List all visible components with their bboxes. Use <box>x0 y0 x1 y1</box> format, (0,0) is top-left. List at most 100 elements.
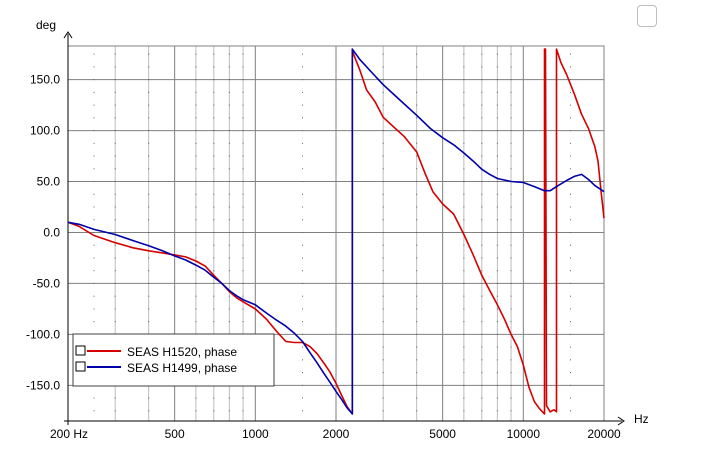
grid-dot <box>242 155 244 157</box>
grid-dot <box>148 155 150 157</box>
grid-dot <box>228 397 230 399</box>
grid-dot <box>148 270 150 272</box>
grid-dot <box>302 79 304 81</box>
grid-dot <box>114 181 116 183</box>
grid-dot <box>195 91 197 93</box>
grid-dot <box>114 142 116 144</box>
grid-dot <box>570 219 572 221</box>
grid-dot <box>195 244 197 246</box>
grid-dot <box>302 244 304 246</box>
grid-dot <box>416 168 418 170</box>
grid-dot <box>463 372 465 374</box>
grid-dot <box>302 193 304 195</box>
grid-dot <box>93 155 95 157</box>
grid-dot <box>114 244 116 246</box>
grid-dot <box>496 91 498 93</box>
grid-dot <box>114 117 116 119</box>
grid-dot <box>510 372 512 374</box>
grid-dot <box>496 142 498 144</box>
y-axis-label: deg <box>36 18 56 32</box>
grid-dot <box>114 130 116 132</box>
grid-dot <box>382 91 384 93</box>
grid-dot <box>481 206 483 208</box>
grid-dot <box>302 346 304 348</box>
grid-dot <box>382 130 384 132</box>
grid-dot <box>570 117 572 119</box>
grid-dot <box>496 372 498 374</box>
grid-dot <box>570 333 572 335</box>
grid-dot <box>496 79 498 81</box>
grid-dot <box>213 91 215 93</box>
grid-dot <box>463 206 465 208</box>
grid-dot <box>481 53 483 55</box>
grid-dot <box>496 346 498 348</box>
grid-dot <box>195 231 197 233</box>
grid-dot <box>242 181 244 183</box>
grid-dot <box>93 206 95 208</box>
grid-dot <box>213 168 215 170</box>
grid-dot <box>114 79 116 81</box>
grid-dot <box>302 155 304 157</box>
grid-dot <box>416 91 418 93</box>
legend-checkbox-2[interactable] <box>75 361 86 372</box>
grid-dot <box>148 282 150 284</box>
grid-dot <box>382 270 384 272</box>
grid-dot <box>242 270 244 272</box>
grid-dot <box>302 308 304 310</box>
grid-dot <box>416 282 418 284</box>
grid-dot <box>382 219 384 221</box>
grid-dot <box>496 193 498 195</box>
grid-dot <box>148 168 150 170</box>
x-tick-label: 500 <box>165 427 185 441</box>
grid-dot <box>382 397 384 399</box>
grid-dot <box>416 130 418 132</box>
grid-dot <box>481 79 483 81</box>
grid-dot <box>228 117 230 119</box>
grid-dot <box>463 346 465 348</box>
grid-dot <box>242 130 244 132</box>
grid-dot <box>382 104 384 106</box>
grid-dot <box>93 66 95 68</box>
grid-dot <box>93 181 95 183</box>
grid-dot <box>148 231 150 233</box>
grid-dot <box>463 130 465 132</box>
grid-dot <box>496 155 498 157</box>
grid-dot <box>213 79 215 81</box>
grid-dot <box>195 66 197 68</box>
grid-dot <box>510 231 512 233</box>
grid-dot <box>195 219 197 221</box>
grid-dot <box>195 410 197 412</box>
grid-dot <box>481 193 483 195</box>
grid-dot <box>416 308 418 310</box>
grid-dot <box>93 244 95 246</box>
grid-dot <box>463 282 465 284</box>
grid-dot <box>228 155 230 157</box>
grid-dot <box>228 91 230 93</box>
grid-dot <box>382 206 384 208</box>
grid-dot <box>510 155 512 157</box>
grid-dot <box>481 372 483 374</box>
grid-dot <box>148 181 150 183</box>
grid-dot <box>213 270 215 272</box>
grid-dot <box>114 193 116 195</box>
grid-dot <box>416 321 418 323</box>
grid-dot <box>416 372 418 374</box>
grid-dot <box>481 397 483 399</box>
grid-dot <box>496 66 498 68</box>
grid-dot <box>302 359 304 361</box>
grid-dot <box>302 104 304 106</box>
grid-dot <box>93 104 95 106</box>
grid-dot <box>302 270 304 272</box>
legend-checkbox-1[interactable] <box>75 345 86 356</box>
grid-dot <box>148 206 150 208</box>
grid-dot <box>302 142 304 144</box>
grid-dot <box>382 333 384 335</box>
grid-dot <box>242 193 244 195</box>
grid-dot <box>93 53 95 55</box>
grid-dot <box>302 372 304 374</box>
grid-dot <box>195 282 197 284</box>
grid-dot <box>242 104 244 106</box>
window-control-button[interactable] <box>637 5 657 27</box>
grid-dot <box>228 66 230 68</box>
